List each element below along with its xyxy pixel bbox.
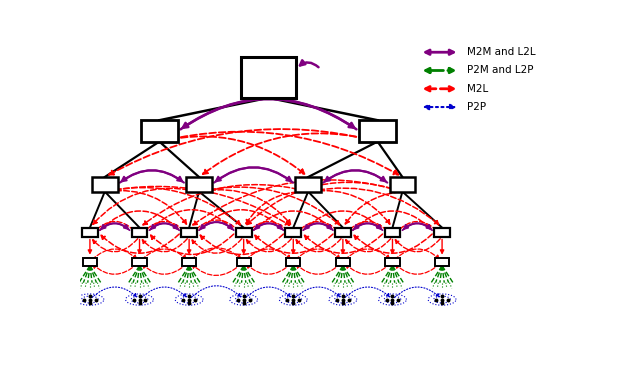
Bar [132, 228, 147, 237]
Bar [83, 258, 97, 266]
Bar [237, 258, 251, 266]
Bar [335, 228, 351, 237]
Bar [186, 177, 212, 192]
Bar [82, 228, 98, 237]
Bar [359, 120, 396, 142]
Bar [182, 258, 196, 266]
Bar [385, 228, 401, 237]
Bar [132, 258, 147, 266]
Bar [435, 258, 449, 266]
Text: P2M and L2P: P2M and L2P [467, 65, 533, 76]
Bar [141, 120, 178, 142]
Text: M2L: M2L [467, 84, 488, 94]
Bar [285, 228, 301, 237]
Bar [434, 228, 450, 237]
Bar [295, 177, 321, 192]
Bar [336, 258, 350, 266]
Bar [385, 258, 399, 266]
Bar [241, 57, 296, 98]
Bar [92, 177, 118, 192]
Text: M2M and L2L: M2M and L2L [467, 47, 536, 57]
Bar [286, 258, 300, 266]
Bar [181, 228, 197, 237]
Bar [390, 177, 415, 192]
Text: P2P: P2P [467, 102, 486, 112]
Bar [236, 228, 252, 237]
